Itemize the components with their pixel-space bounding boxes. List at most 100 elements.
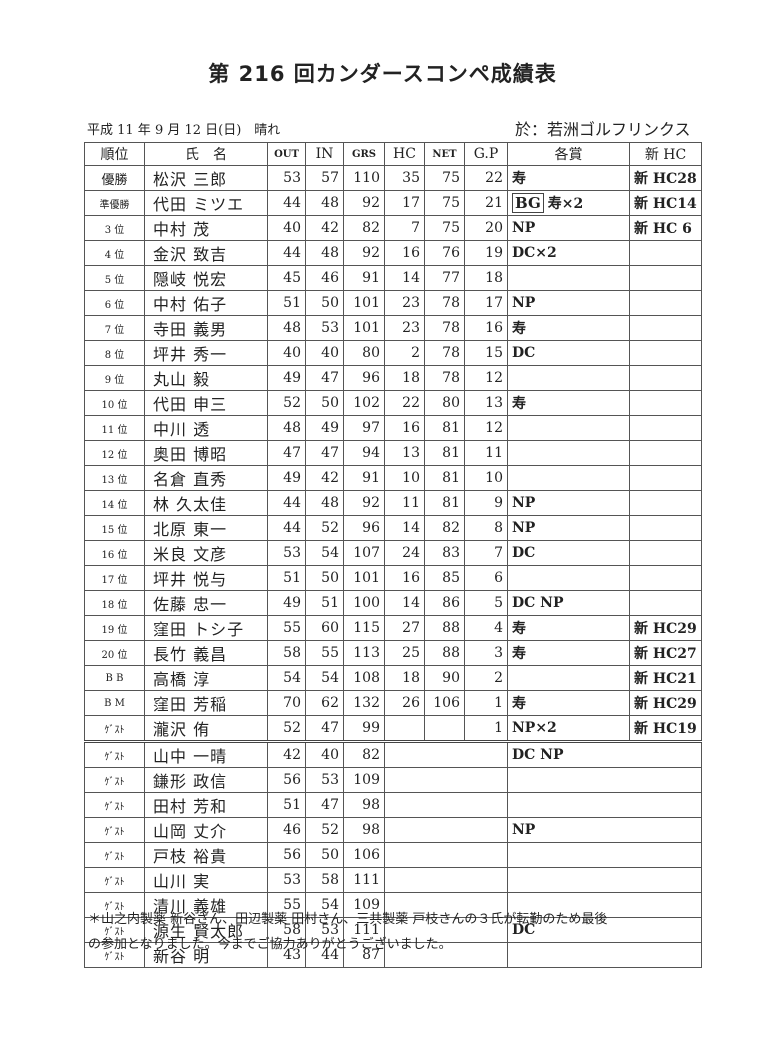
award-text: 寿: [512, 396, 526, 413]
grs-cell: 80: [343, 340, 385, 367]
award-text: 寿: [512, 321, 526, 338]
out-cell: 49: [267, 590, 306, 617]
new-hc-cell: [629, 365, 702, 392]
out-cell: 54: [267, 665, 306, 692]
header-grs: GRS: [343, 141, 385, 167]
out-cell: 51: [267, 290, 306, 317]
name-cell: 中村 茂: [144, 215, 268, 242]
table-row: 20 位長竹 義昌 58 55 113 25 88 3 寿 新 HC27: [84, 640, 702, 667]
name-cell: 田村 芳和: [144, 792, 268, 819]
award-cell: NP: [507, 490, 630, 517]
in-cell: 52: [305, 515, 344, 542]
in-cell: 48: [305, 240, 344, 267]
out-cell: 56: [267, 767, 306, 794]
grs-cell: 106: [343, 842, 385, 869]
in-cell: 53: [305, 917, 344, 944]
table-row: B B 高橋 淳 54 54 108 18 90 2 新 HC21: [84, 665, 702, 692]
in-cell: 47: [305, 365, 344, 392]
header-net: NET: [424, 141, 465, 167]
name-cell: 山岡 丈介: [144, 817, 268, 844]
net-cell: [424, 715, 465, 744]
guest-row: ｹﾞｽﾄ 田村 芳和 51 47 98: [84, 792, 702, 819]
award-cell: 寿: [507, 315, 630, 342]
table-row: 17 位坪井 悦与 51 50 101 16 85 6: [84, 565, 702, 592]
net-cell: 90: [424, 665, 465, 692]
rank-cell: B M: [84, 690, 145, 717]
hc-cell: 17: [384, 190, 425, 217]
award-cell: DC×2: [507, 240, 630, 267]
award-text: 寿: [512, 171, 526, 188]
award-cell: [507, 440, 630, 467]
net-cell: 75: [424, 190, 465, 217]
rank-cell: 20 位: [84, 640, 145, 667]
name-cell: 山中 一晴: [144, 741, 268, 769]
rank-cell: 10 位: [84, 390, 145, 417]
net-cell: 76: [424, 240, 465, 267]
award-cell: [507, 415, 630, 442]
award-cell: 寿: [507, 690, 630, 717]
guest-row: ｹﾞｽﾄ 鎌形 政信 56 53 109: [84, 767, 702, 794]
table-row: 11 位中川 透 48 49 97 16 81 12: [84, 415, 702, 442]
hc-cell: 24: [384, 540, 425, 567]
out-cell: 53: [267, 540, 306, 567]
gp-cell: 8: [464, 515, 508, 542]
new-hc-cell: 新 HC21: [629, 665, 702, 692]
award-cell: [507, 665, 630, 692]
award-cell: BG 寿×2: [507, 190, 630, 217]
hc-cell: 16: [384, 565, 425, 592]
award-cell: [507, 767, 702, 794]
out-cell: 48: [267, 315, 306, 342]
out-cell: 40: [267, 215, 306, 242]
rank-cell: 9 位: [84, 365, 145, 392]
out-cell: 40: [267, 340, 306, 367]
guest-row: ｹﾞｽﾄ 新谷 明 43 44 87: [84, 942, 702, 969]
in-cell: 47: [305, 792, 344, 819]
hc-cell: 18: [384, 665, 425, 692]
name-cell: 中川 透: [144, 415, 268, 442]
bg-badge: BG: [512, 193, 544, 214]
header-gp: G.P: [464, 141, 508, 167]
award-text: NP: [512, 295, 536, 312]
new-hc-cell: [629, 265, 702, 292]
guest-row: ｹﾞｽﾄ 山川 実 53 58 111: [84, 867, 702, 894]
in-cell: 48: [305, 490, 344, 517]
net-cell: 78: [424, 340, 465, 367]
table-row: 4 位金沢 致吉 44 48 92 16 76 19 DC×2: [84, 240, 702, 267]
out-cell: 53: [267, 165, 306, 192]
grs-cell: 101: [343, 290, 385, 317]
in-cell: 42: [305, 215, 344, 242]
out-cell: 58: [267, 917, 306, 944]
name-cell: 北原 東一: [144, 515, 268, 542]
in-cell: 54: [305, 665, 344, 692]
award-cell: 寿: [507, 640, 630, 667]
grs-cell: 102: [343, 390, 385, 417]
grs-cell: 82: [343, 215, 385, 242]
net-cell: 85: [424, 565, 465, 592]
hc-cell: 16: [384, 415, 425, 442]
venue: 於：若洲ゴルフリンクス: [515, 120, 691, 139]
in-cell: 47: [305, 715, 344, 744]
gp-cell: 12: [464, 365, 508, 392]
blank-cell: [384, 942, 508, 969]
hc-cell: 7: [384, 215, 425, 242]
grs-cell: 109: [343, 892, 385, 919]
out-cell: 53: [267, 867, 306, 894]
table-row: 19 位窪田 トシ子 55 60 115 27 88 4 寿 新 HC29: [84, 615, 702, 642]
hc-cell: 14: [384, 515, 425, 542]
in-cell: 46: [305, 265, 344, 292]
gp-cell: 4: [464, 615, 508, 642]
table-row: 7 位寺田 義男 48 53 101 23 78 16 寿: [84, 315, 702, 342]
name-cell: 坪井 秀一: [144, 340, 268, 367]
rank-cell: 19 位: [84, 615, 145, 642]
new-hc-cell: [629, 390, 702, 417]
table-row: 準優勝 代田 ミツエ 44 48 92 17 75 21 BG 寿×2 新 HC14: [84, 190, 702, 217]
blank-cell: [384, 817, 508, 844]
new-hc-cell: [629, 515, 702, 542]
gp-cell: 1: [464, 715, 508, 744]
rank-cell: 4 位: [84, 240, 145, 267]
award-text: 寿: [512, 646, 526, 663]
new-hc-cell: [629, 565, 702, 592]
guest-row: ｹﾞｽﾄ 山岡 丈介 46 52 98 NP: [84, 817, 702, 844]
award-cell: NP: [507, 515, 630, 542]
grs-cell: 96: [343, 365, 385, 392]
